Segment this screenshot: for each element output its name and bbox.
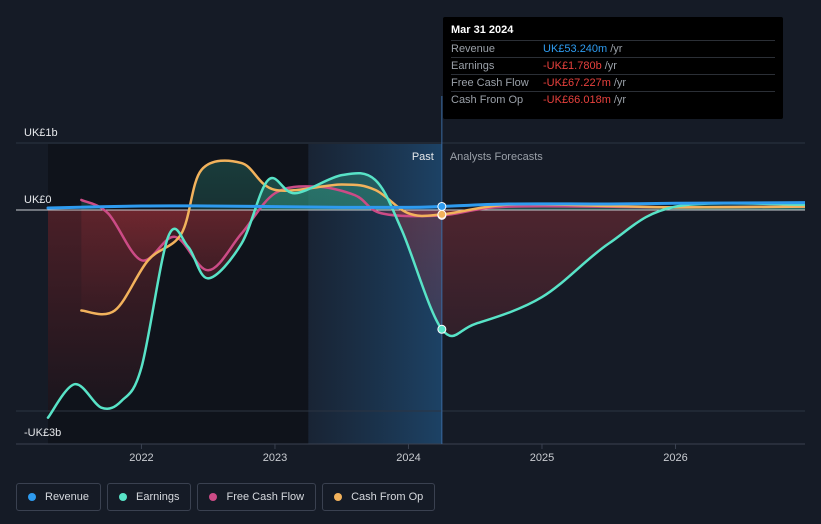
legend-label: Free Cash Flow [226, 491, 305, 503]
series-lines [46, 159, 805, 419]
tooltip-value: -UK£1.780b/yr [543, 60, 617, 72]
y-axis-labels: UK£1b UK£0 -UK£3b [24, 127, 61, 439]
tooltip-label: Earnings [451, 60, 495, 72]
tooltip-label: Free Cash Flow [451, 77, 529, 89]
tooltip: Mar 31 2024 Revenue UK£53.240m/yr Earnin… [443, 17, 783, 119]
legend: Revenue Earnings Free Cash Flow Cash Fro… [16, 483, 436, 511]
tooltip-row-cash-from-op: Cash From Op -UK£66.018m/yr [451, 91, 775, 109]
x-tick-label: 2026 [663, 452, 687, 464]
y-tick-label: UK£0 [24, 194, 52, 206]
cash-from-op-negative-area [81, 210, 805, 315]
x-tick-label: 2023 [263, 452, 287, 464]
cash-from-op-dot-icon [334, 493, 343, 501]
cash-from-op-positive-area [81, 160, 805, 210]
tooltip-label: Cash From Op [451, 94, 524, 106]
forecast-label: Analysts Forecasts [450, 151, 543, 163]
legend-cash-from-op[interactable]: Cash From Op [322, 483, 436, 511]
tooltip-value: UK£53.240m/yr [543, 43, 623, 55]
revenue-line [46, 201, 805, 210]
x-tick-label: 2022 [129, 452, 153, 464]
earnings-line [46, 171, 805, 419]
tooltip-date: Mar 31 2024 [451, 24, 514, 36]
x-axis-labels: 2022 2023 2024 2025 2026 [129, 444, 688, 464]
gridlines [16, 142, 805, 445]
legend-label: Earnings [136, 491, 180, 503]
x-tick-label: 2024 [396, 452, 420, 464]
legend-revenue[interactable]: Revenue [16, 483, 102, 511]
tooltip-row-free-cash-flow: Free Cash Flow -UK£67.227m/yr [451, 74, 775, 92]
revenue-marker [437, 201, 447, 211]
tooltip-row-revenue: Revenue UK£53.240m/yr [451, 40, 775, 58]
series-markers [437, 201, 447, 334]
cash-from-op-marker [437, 209, 447, 219]
past-label: Past [412, 151, 434, 163]
y-tick-label: UK£1b [24, 127, 58, 139]
legend-earnings[interactable]: Earnings [107, 483, 192, 511]
x-tick-label: 2025 [530, 452, 554, 464]
tooltip-value: -UK£66.018m/yr [543, 94, 627, 106]
revenue-dot-icon [28, 493, 36, 501]
earnings-marker [437, 324, 447, 334]
legend-label: Cash From Op [351, 491, 424, 503]
legend-free-cash-flow[interactable]: Free Cash Flow [197, 483, 317, 511]
tooltip-label: Revenue [451, 43, 496, 55]
free-cash-flow-dot-icon [209, 493, 218, 501]
legend-label: Revenue [45, 491, 90, 503]
tooltip-value: -UK£67.227m/yr [543, 77, 627, 89]
tooltip-row-earnings: Earnings -UK£1.780b/yr [451, 57, 775, 75]
earnings-dot-icon [119, 493, 128, 501]
y-tick-label: -UK£3b [24, 427, 61, 439]
